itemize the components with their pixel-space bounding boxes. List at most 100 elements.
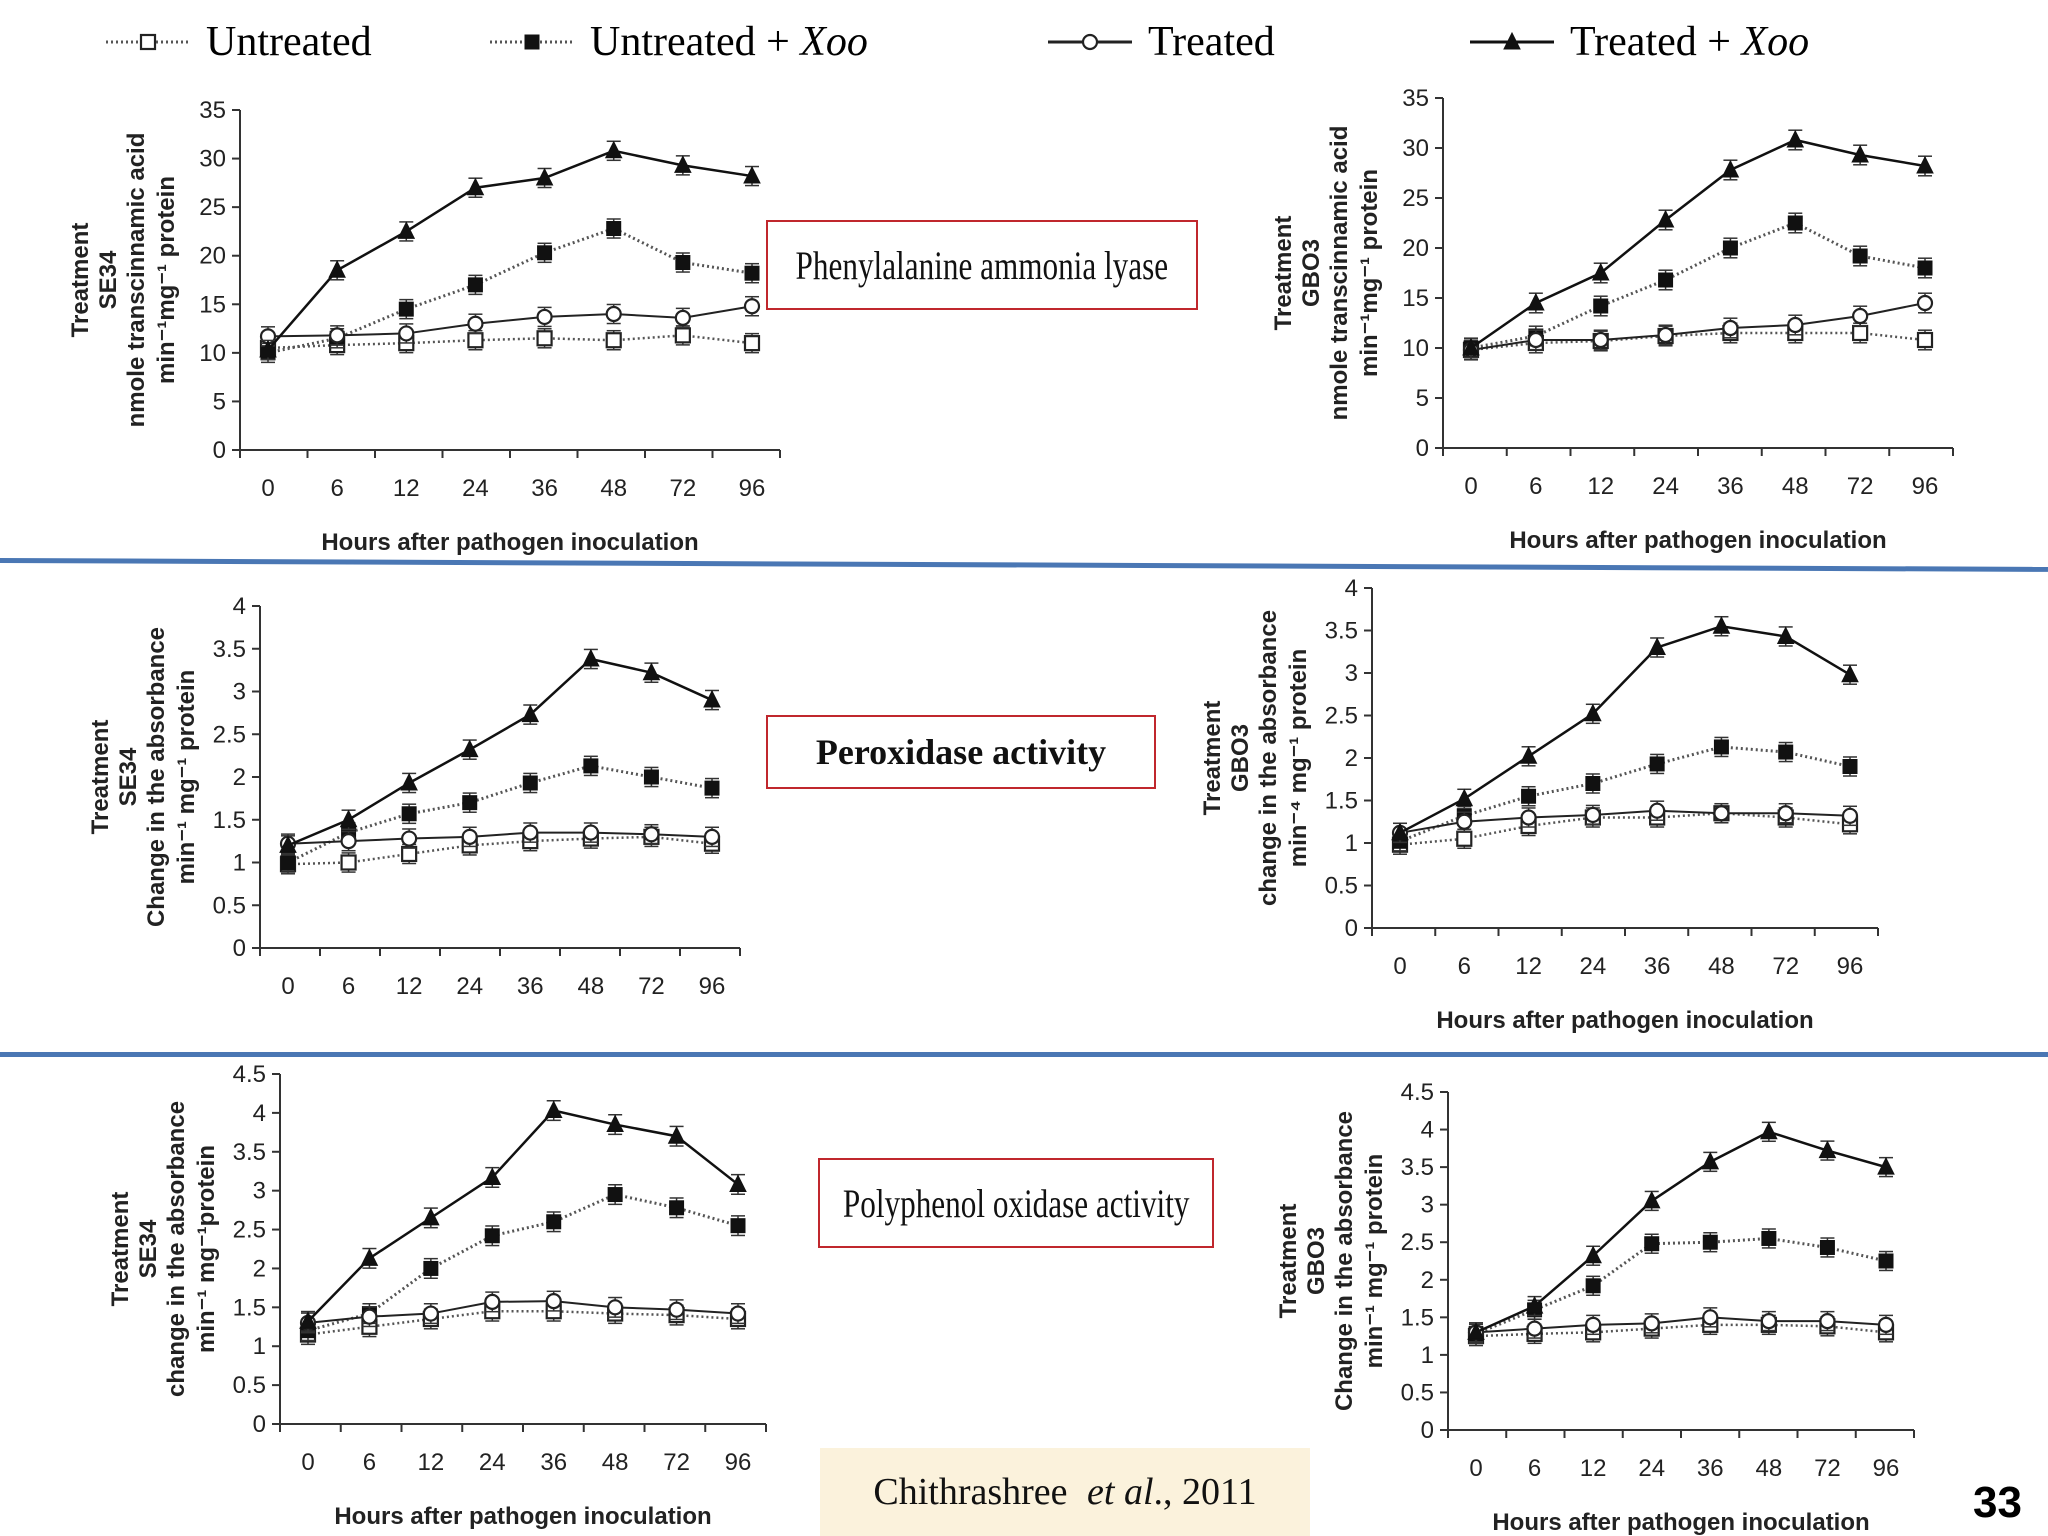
series-line-open-square — [1399, 811, 1851, 846]
data-point-open-circle — [1526, 1320, 1543, 1337]
y-axis-title-line: min⁻¹ mg⁻¹ protein — [173, 670, 200, 885]
chart-ppo-gbo3-svg: 0 0.5 1 1.5 2 2.5 3 3.5 4 4.5 0 6 12 24 36 48 72 96Hours … — [1275, 1079, 1915, 1536]
data-point-open-circle — [1841, 807, 1859, 824]
data-point-open-circle — [1722, 319, 1739, 337]
y-tick-label: 4 — [233, 593, 246, 620]
y-tick-label: 0 — [1416, 435, 1429, 462]
data-point-filled-square — [484, 1228, 500, 1244]
y-axis-title-line: Treatment — [1275, 1204, 1302, 1319]
data-point-filled-triangle — [703, 689, 721, 708]
legend-swatch-untreated — [106, 33, 190, 51]
y-tick-label: 1.5 — [1325, 788, 1358, 815]
data-point-open-circle — [582, 824, 599, 841]
y-tick-label: 2 — [1345, 745, 1358, 772]
x-tick-label: 24 — [1638, 1455, 1665, 1482]
chart-pox-se34: 0 0.5 1 1.5 2 2.5 3 3.5 4 0 6 12 24 36 48 72 96 Treatment… — [50, 590, 770, 1020]
y-axis-title-line: min⁻¹ mg⁻¹protein — [193, 1145, 220, 1353]
y-tick-label: 1.5 — [1401, 1304, 1434, 1331]
x-tick-label: 48 — [578, 973, 605, 1000]
x-axis-title: Hours after pathogen inoculation — [321, 529, 698, 556]
y-axis-title-line: GBO3 — [1298, 239, 1325, 307]
x-tick-label: 6 — [342, 973, 355, 1000]
data-point-filled-square — [730, 1218, 746, 1234]
x-axis-title: Hours after pathogen inoculation — [334, 1503, 711, 1530]
data-point-filled-triangle — [400, 772, 418, 791]
series-line-open-square — [267, 334, 753, 350]
y-axis-title-line: Treatment — [107, 1192, 134, 1307]
data-point-open-circle — [422, 1305, 439, 1322]
y-tick-label: 25 — [199, 194, 226, 221]
data-point-filled-square — [583, 758, 599, 774]
y-tick-label: 0 — [253, 1411, 266, 1438]
y-axis-title-line: min⁻⁴ mg⁻¹ protein — [1285, 649, 1312, 868]
data-point-filled-square — [423, 1260, 439, 1276]
data-point-filled-triangle — [582, 648, 600, 667]
data-point-filled-triangle — [1584, 703, 1602, 722]
data-point-filled-triangle — [1851, 144, 1869, 163]
y-tick-label: 0.5 — [233, 1372, 266, 1399]
x-tick-label: 72 — [638, 973, 665, 1000]
legend-marker-open-circle — [1081, 33, 1099, 51]
data-point-open-circle — [607, 1299, 624, 1316]
legend-item-untreated-xoo: Untreated + Xoo — [488, 14, 868, 70]
data-point-filled-square — [643, 769, 659, 785]
y-tick-label: 4 — [1421, 1117, 1434, 1144]
y-tick-label: 35 — [199, 97, 226, 124]
data-point-filled-square — [1842, 759, 1858, 774]
data-point-filled-triangle — [729, 1174, 747, 1192]
y-tick-label: 30 — [199, 146, 226, 173]
data-point-filled-square — [546, 1214, 562, 1230]
y-tick-label: 3 — [233, 679, 246, 706]
x-tick-label: 72 — [1772, 953, 1799, 980]
data-point-filled-square — [1521, 788, 1537, 804]
x-tick-label: 12 — [1515, 953, 1542, 980]
data-point-filled-triangle — [667, 1126, 686, 1144]
legend-item-untreated: Untreated — [104, 14, 372, 70]
x-tick-label: 48 — [602, 1449, 629, 1476]
y-axis-title-line: Treatment — [87, 720, 114, 835]
x-tick-label: 96 — [1912, 473, 1939, 500]
x-tick-label: 96 — [699, 973, 726, 1000]
legend-swatch-treated-xoo — [1470, 31, 1554, 50]
data-point-filled-triangle — [1656, 209, 1675, 228]
data-point-filled-triangle — [1916, 155, 1934, 174]
y-tick-label: 2.5 — [1325, 703, 1358, 730]
enzyme-label-ppo: Polyphenol oxidase activity — [818, 1158, 1214, 1248]
series-line-filled-square — [287, 764, 713, 864]
x-tick-label: 6 — [363, 1449, 376, 1476]
x-tick-label: 6 — [330, 475, 343, 502]
data-point-open-circle — [674, 309, 691, 326]
x-tick-label: 36 — [1697, 1455, 1724, 1482]
data-point-open-circle — [340, 833, 357, 850]
series-line-filled-triangle — [287, 657, 713, 847]
series-line-open-circle — [1470, 302, 1926, 351]
legend-label-untreated-xoo: Untreated + Xoo — [590, 19, 868, 65]
y-tick-label: 4 — [253, 1100, 266, 1127]
y-tick-label: 4.5 — [1401, 1079, 1434, 1106]
data-point-open-circle — [668, 1301, 685, 1318]
y-axis-title-line: GBO3 — [1303, 1227, 1330, 1295]
data-point-filled-square — [1649, 756, 1665, 772]
series-line-filled-square — [307, 1192, 739, 1333]
x-tick-label: 6 — [1528, 1455, 1541, 1482]
series-line-filled-triangle — [1399, 624, 1851, 834]
y-tick-label: 5 — [213, 388, 226, 415]
series-line-open-square — [1470, 331, 1926, 352]
data-point-open-circle — [1760, 1312, 1777, 1330]
legend-label-treated-xoo: Treated + Xoo — [1570, 19, 1810, 65]
data-point-filled-triangle — [1467, 1322, 1485, 1340]
x-tick-label: 0 — [281, 973, 294, 1000]
data-point-filled-triangle — [259, 339, 277, 358]
data-point-filled-triangle — [483, 1167, 502, 1185]
x-tick-label: 36 — [1717, 473, 1744, 500]
data-point-filled-triangle — [360, 1248, 379, 1266]
data-point-filled-triangle — [604, 140, 623, 159]
data-point-open-circle — [545, 1293, 562, 1310]
y-axis-title-line: Treatment — [1270, 216, 1297, 331]
data-point-filled-triangle — [1818, 1140, 1837, 1159]
series-line-filled-triangle — [267, 149, 753, 351]
legend-item-treated-xoo: Treated + Xoo — [1468, 14, 1809, 70]
data-point-open-circle — [1584, 806, 1601, 824]
data-point-filled-triangle — [299, 1311, 317, 1329]
x-tick-label: 6 — [1458, 953, 1471, 980]
